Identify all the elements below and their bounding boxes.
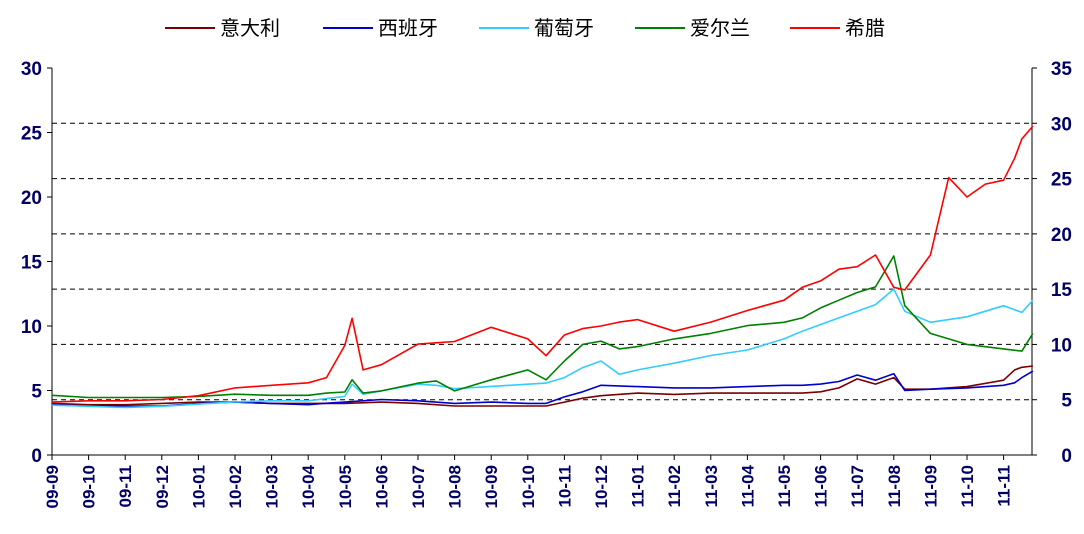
x-tick-label: 10-07 <box>409 465 428 508</box>
x-tick-label: 09-11 <box>116 465 135 508</box>
right-tick-label: 5 <box>1061 391 1072 412</box>
x-tick-label: 11-07 <box>848 465 867 508</box>
legend: 意大利 西班牙 葡萄牙 爱尔兰 希腊 <box>165 16 885 40</box>
left-tick-label: 20 <box>21 188 42 209</box>
right-tick-label: 0 <box>1061 446 1072 467</box>
x-tick-label: 10-02 <box>226 465 245 508</box>
x-tick-label: 10-05 <box>336 465 355 508</box>
right-tick-label: 20 <box>1051 225 1072 246</box>
x-tick-label: 10-10 <box>519 465 538 508</box>
x-tick-label: 11-04 <box>738 464 757 507</box>
x-tick-label: 11-08 <box>885 465 904 508</box>
x-tick-label: 10-09 <box>482 465 501 508</box>
right-tick-label: 35 <box>1051 59 1073 80</box>
x-tick-label: 10-03 <box>263 465 282 508</box>
x-tick-label: 10-06 <box>372 465 391 508</box>
x-tick-label: 09-10 <box>80 465 99 508</box>
tick-labels: 0 5 10 15 20 25 30 0 5 10 15 20 25 30 35 09-09 09-10 09-1… <box>21 59 1073 508</box>
left-tick-label: 25 <box>21 124 43 145</box>
legend-label: 希腊 <box>845 16 885 40</box>
right-tick-label: 10 <box>1051 335 1072 356</box>
x-tick-label: 11-11 <box>995 465 1014 507</box>
x-tick-label: 11-05 <box>775 465 794 508</box>
left-tick-label: 5 <box>31 382 42 403</box>
left-tick-label: 30 <box>21 59 42 80</box>
x-tick-label: 09-12 <box>153 465 172 508</box>
legend-label: 意大利 <box>220 16 280 40</box>
left-tick-label: 10 <box>21 317 42 338</box>
x-tick-label: 11-01 <box>629 465 648 508</box>
x-tick-label: 11-02 <box>665 465 684 508</box>
x-tick-label: 09-09 <box>43 465 62 508</box>
x-tick-label: 10-11 <box>555 465 574 508</box>
legend-label: 葡萄牙 <box>534 16 594 40</box>
x-tick-label: 10-01 <box>189 465 208 508</box>
series-line-4 <box>51 125 1034 403</box>
left-tick-label: 0 <box>31 446 42 467</box>
series-line-1 <box>51 370 1034 407</box>
right-tick-label: 25 <box>1051 170 1073 191</box>
x-tick-label: 10-12 <box>592 465 611 508</box>
axes <box>47 67 1037 460</box>
x-tick-label: 10-04 <box>299 464 318 508</box>
x-tick-label: 11-10 <box>958 465 977 508</box>
x-tick-label: 11-03 <box>702 465 721 508</box>
series-lines <box>51 125 1034 409</box>
right-tick-label: 15 <box>1051 280 1073 301</box>
x-tick-label: 11-06 <box>812 465 831 508</box>
x-tick-label: 11-09 <box>921 465 940 508</box>
right-tick-label: 30 <box>1051 114 1072 135</box>
legend-label: 爱尔兰 <box>690 16 750 40</box>
series-line-2 <box>51 288 1034 409</box>
x-tick-label: 10-08 <box>446 465 465 508</box>
legend-label: 西班牙 <box>378 16 438 40</box>
left-tick-label: 15 <box>21 253 43 274</box>
gridlines <box>52 122 1032 401</box>
